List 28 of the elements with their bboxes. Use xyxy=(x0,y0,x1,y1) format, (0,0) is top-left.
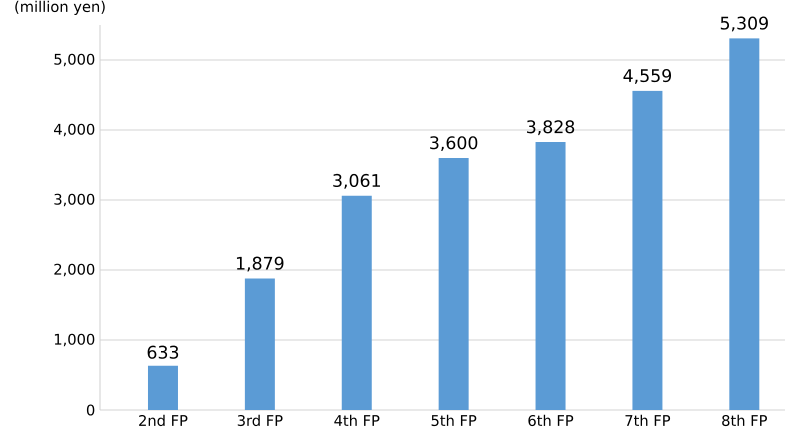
y-tick-label: 4,000 xyxy=(54,124,94,136)
y-axis-title: (million yen) xyxy=(15,0,105,15)
y-tick-label: 0 xyxy=(86,404,94,416)
x-tick-label: 6th FP xyxy=(528,414,574,426)
x-tick-label: 7th FP xyxy=(625,414,670,426)
bar xyxy=(438,158,469,410)
data-label: 3,828 xyxy=(527,120,574,136)
bar xyxy=(536,142,566,410)
data-label: 633 xyxy=(148,346,178,359)
x-tick-label: 5th FP xyxy=(432,414,476,426)
data-label: 4,559 xyxy=(623,69,672,84)
y-tick-label: 1,000 xyxy=(54,334,94,346)
y-tick-label: 5,000 xyxy=(54,54,94,66)
bar xyxy=(632,90,662,410)
x-tick-label: 3rd FP xyxy=(238,414,283,426)
data-label: 1,879 xyxy=(236,256,284,272)
y-tick-label: 3,000 xyxy=(54,194,94,206)
bar xyxy=(244,278,275,410)
data-label: 5,309 xyxy=(720,16,768,32)
bar xyxy=(148,366,178,410)
bar xyxy=(729,38,760,410)
x-tick-label: 4th FP xyxy=(334,414,380,426)
bar xyxy=(342,196,372,410)
y-tick-label: 2,000 xyxy=(54,264,94,276)
data-label: 3,600 xyxy=(430,136,478,152)
x-tick-label: 8th FP xyxy=(722,414,767,426)
x-tick-label: 2nd FP xyxy=(139,414,188,426)
data-label: 3,061 xyxy=(333,174,380,189)
